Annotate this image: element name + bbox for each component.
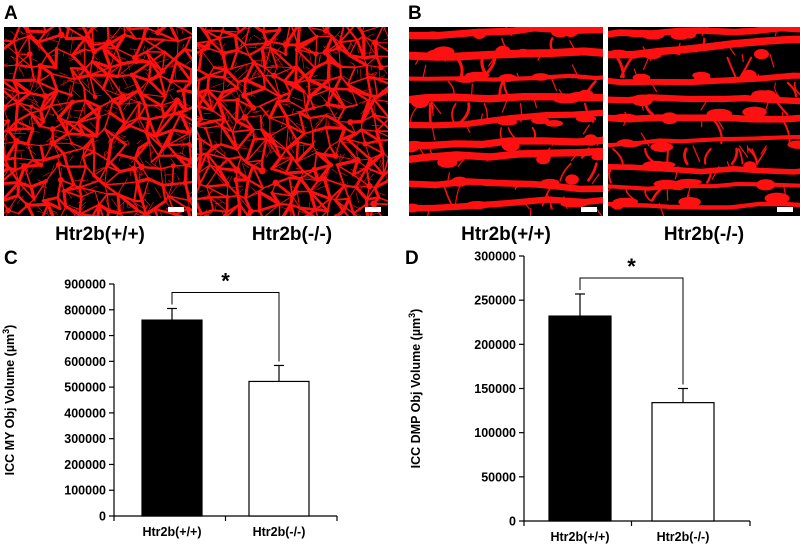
panel-letter-a: A: [4, 3, 18, 24]
bar-knockout: [651, 402, 715, 522]
network-image-a1: [4, 27, 192, 216]
scale-bar: [777, 207, 793, 212]
significance-bracket: [171, 291, 280, 362]
panel-letter-d: D: [405, 248, 419, 269]
bar-wildtype: [548, 315, 612, 522]
label-a-knockout: Htr2b(-/-): [251, 224, 333, 245]
fiber-image-b1: [409, 27, 603, 216]
y-tick-label: 0: [509, 515, 516, 529]
micrograph-b-knockout: [608, 27, 800, 216]
bar-knockout: [248, 380, 310, 517]
y-axis-title: ICC DMP Obj Volume (µm3): [407, 309, 423, 469]
x-category-label: Htr2b(-/-): [253, 525, 306, 539]
y-tick-label: 600000: [64, 355, 106, 369]
scale-bar: [581, 207, 597, 212]
x-category-label: Htr2b(+/+): [142, 525, 201, 539]
significance-marker: *: [221, 268, 230, 293]
chart-d: 0 50000 100000 150000 200000 250000 300000 Htr2…: [400, 250, 800, 544]
micrograph-b-wildtype: [409, 27, 603, 216]
y-tick-label: 0: [99, 510, 106, 524]
chart-d-svg: 0 50000 100000 150000 200000 250000 300000 Htr2…: [407, 250, 751, 544]
label-b-wildtype: Htr2b(+/+): [461, 224, 551, 245]
y-tick-label: 250000: [474, 294, 516, 308]
network-image-a2: [197, 27, 388, 216]
y-tick-label: 200000: [474, 338, 516, 352]
bar-wildtype: [141, 319, 203, 517]
x-category-label: Htr2b(+/+): [550, 530, 609, 544]
x-category-label: Htr2b(-/-): [657, 530, 710, 544]
chart-c-svg: 0 100000 200000 300000 400000 500000 600000 700…: [1, 268, 338, 539]
y-tick-label: 200000: [64, 458, 106, 472]
y-axis-title: ICC MY Obj Volume (µm3): [1, 325, 17, 476]
panel-letter-c: C: [4, 248, 18, 269]
fiber-image-b2: [608, 27, 800, 216]
y-tick-label: 700000: [64, 329, 106, 343]
micrograph-a-wildtype: [4, 27, 192, 216]
y-tick-label: 800000: [64, 303, 106, 317]
label-b-knockout: Htr2b(-/-): [663, 224, 745, 245]
y-tick-label: 50000: [481, 470, 516, 484]
significance-marker: *: [627, 254, 636, 279]
chart-c: 0 100000 200000 300000 400000 500000 600000 700…: [0, 268, 390, 544]
micrograph-a-knockout: [197, 27, 388, 216]
panel-letter-b: B: [408, 3, 422, 24]
y-tick-label: 100000: [474, 426, 516, 440]
y-tick-label: 400000: [64, 406, 106, 420]
scale-bar: [168, 207, 184, 212]
y-tick-label: 150000: [474, 382, 516, 396]
y-tick-label: 100000: [64, 484, 106, 498]
y-tick-label: 300000: [474, 250, 516, 264]
significance-bracket: [579, 277, 684, 385]
label-a-wildtype: Htr2b(+/+): [55, 224, 145, 245]
y-tick-label: 900000: [64, 278, 106, 292]
scale-bar: [365, 207, 381, 212]
y-tick-label: 500000: [64, 381, 106, 395]
y-tick-label: 300000: [64, 432, 106, 446]
